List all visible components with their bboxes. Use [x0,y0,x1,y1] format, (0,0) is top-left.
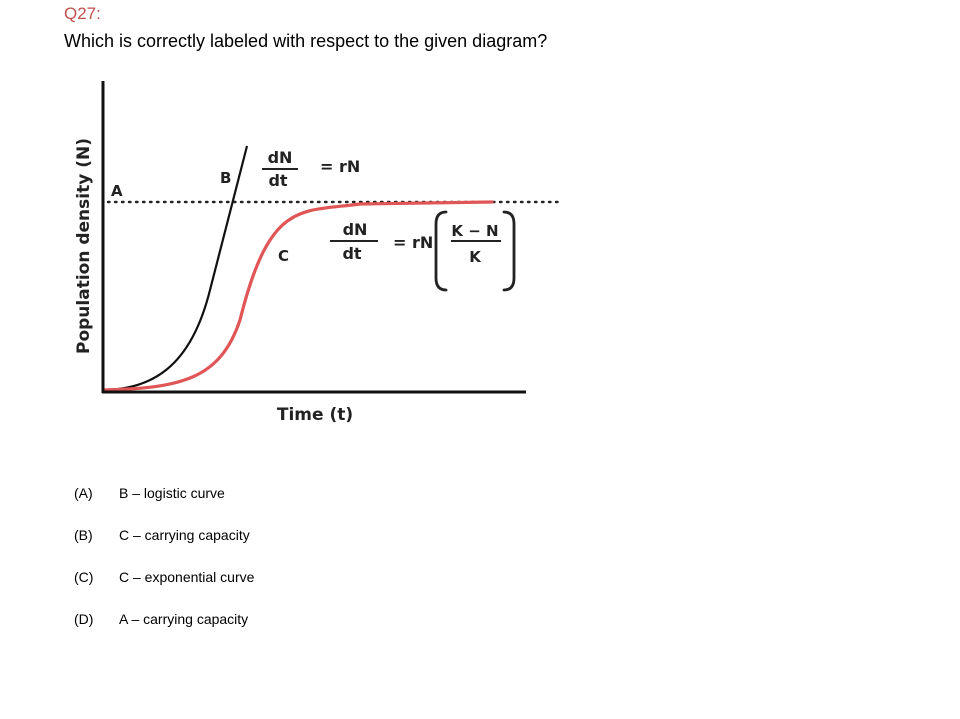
eq-c-numerator: dN [343,220,368,239]
option-a[interactable]: (A) B – logistic curve [74,485,225,501]
option-b-letter: (B) [74,527,93,543]
option-c[interactable]: (C) C – exponential curve [74,569,254,585]
exponential-equation: dN dt = rN [262,148,360,190]
option-d[interactable]: (D) A – carrying capacity [74,611,248,627]
y-axis-label: Population density (N) [74,138,94,354]
eq-b-rhs: = rN [320,157,360,176]
label-c: C [278,247,289,265]
right-bracket [502,210,516,292]
label-b: B [220,169,231,187]
option-c-letter: (C) [74,569,94,585]
eq-c-denominator: dt [342,244,361,263]
eq-b-denominator: dt [268,171,287,190]
option-b[interactable]: (B) C – carrying capacity [74,527,250,543]
label-a: A [111,182,123,200]
eq-c-rhs: = rN [393,233,433,252]
logistic-equation: dN dt = rN K − N K [330,210,516,292]
eq-b-numerator: dN [268,148,293,167]
question-text: Which is correctly labeled with respect … [64,31,548,51]
option-a-text: B – logistic curve [119,485,225,501]
option-d-text: A – carrying capacity [119,611,249,627]
option-b-text: C – carrying capacity [119,527,250,543]
option-c-text: C – exponential curve [119,569,255,585]
x-axis-label: Time (t) [277,405,353,425]
option-d-letter: (D) [74,611,94,627]
eq-c-inner-denominator: K [469,248,482,266]
left-bracket [434,210,448,292]
logistic-curve [102,200,494,392]
option-a-letter: (A) [74,485,93,501]
eq-c-inner-numerator: K − N [451,222,498,240]
question-number: Q27: [64,4,101,23]
